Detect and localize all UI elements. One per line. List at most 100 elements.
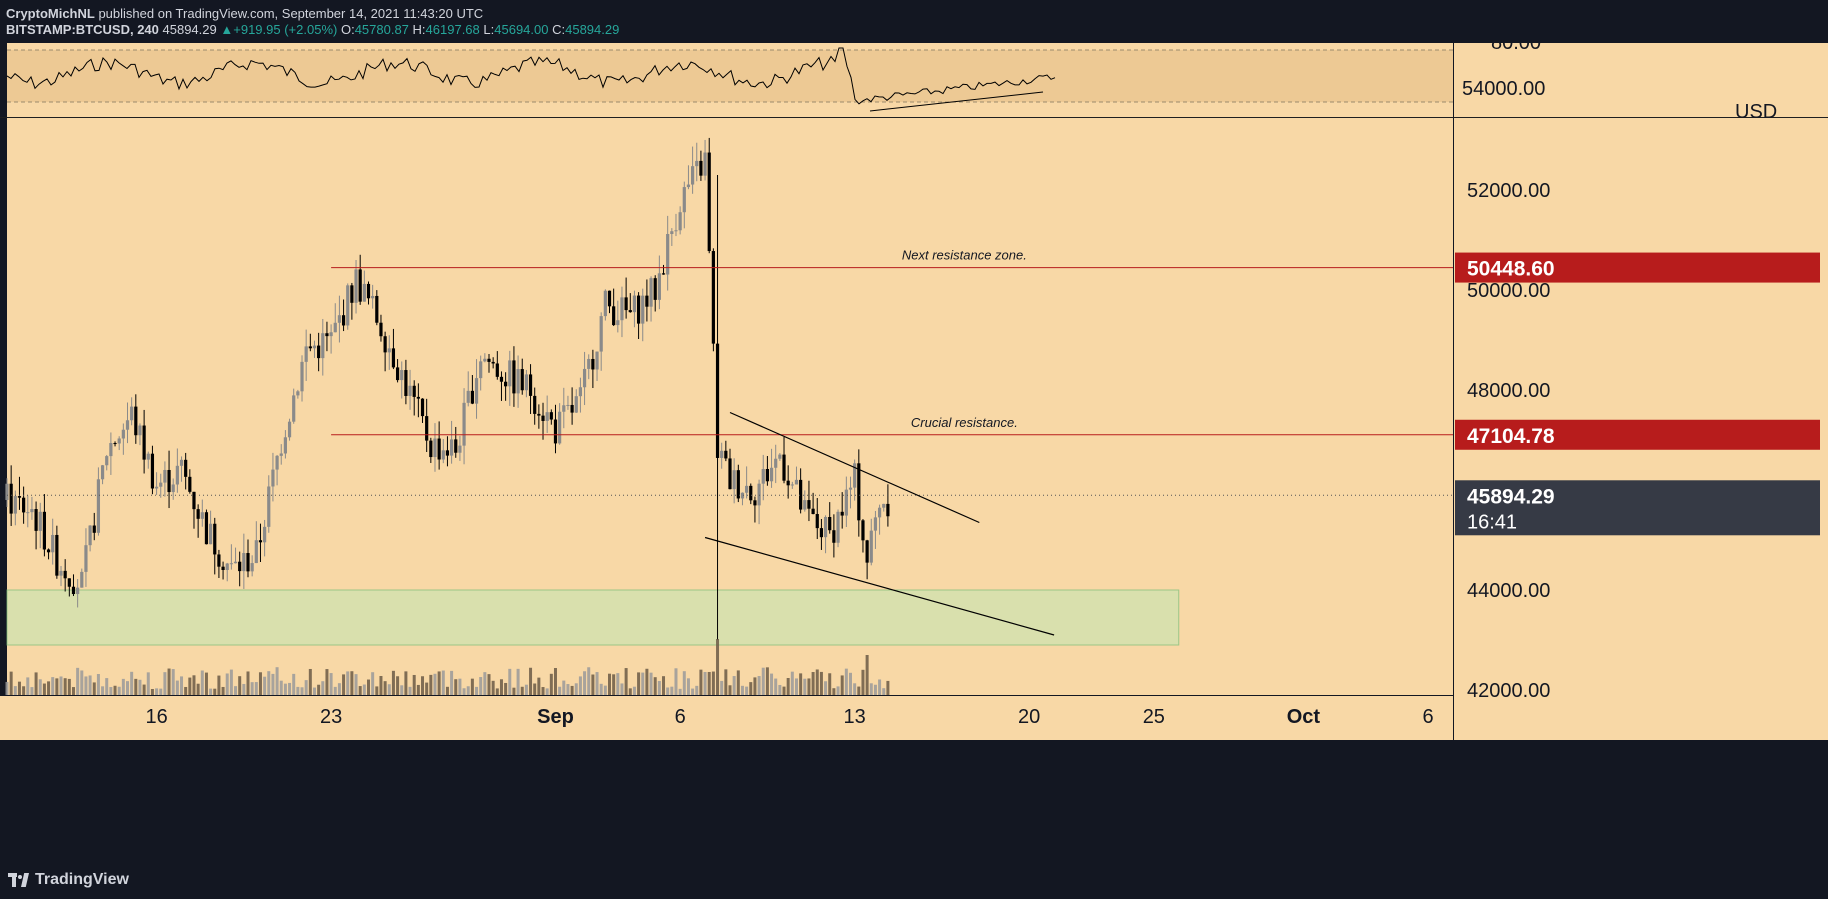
- low-value: 45694.00: [494, 22, 549, 37]
- volume-bar: [770, 673, 774, 695]
- volume-bar: [329, 673, 333, 695]
- candle-body: [350, 285, 354, 303]
- candle-body: [516, 369, 520, 394]
- candle-body: [134, 406, 138, 436]
- candle-body: [263, 526, 267, 543]
- volume-bar: [454, 679, 458, 695]
- candle-body: [724, 450, 728, 459]
- candle-body: [9, 483, 13, 514]
- volume-bar: [371, 672, 375, 695]
- candle-body: [17, 496, 22, 498]
- candle-body: [150, 453, 155, 489]
- volume-bar: [499, 679, 503, 695]
- volume-bar: [653, 677, 657, 695]
- candle-body: [591, 358, 595, 370]
- volume-bar: [832, 688, 836, 695]
- volume-bar: [786, 678, 790, 695]
- time-tick-label: 25: [1143, 706, 1165, 728]
- volume-bar: [101, 686, 105, 695]
- volume-bar: [254, 682, 258, 695]
- price-chart[interactable]: 80.00 42000.00 44000.00 48000.00 50000.00 520…: [0, 43, 1828, 862]
- candle-body: [699, 160, 703, 176]
- rsi-trendline: [869, 91, 1044, 112]
- volume-bar: [728, 685, 732, 695]
- candle-body: [707, 152, 711, 252]
- price-tick-label: 50000.00: [1467, 280, 1550, 302]
- volume-bar: [857, 686, 861, 695]
- candle-body: [454, 439, 458, 453]
- volume-bar: [121, 678, 125, 695]
- candle-body: [466, 390, 470, 403]
- candle-body: [366, 283, 371, 299]
- volume-bar: [649, 672, 653, 695]
- candle-body: [636, 295, 641, 324]
- candle-body: [238, 561, 242, 572]
- volume-bar: [662, 676, 666, 695]
- candle-body: [786, 480, 790, 486]
- candle-body: [59, 570, 63, 576]
- candle-body: [720, 450, 724, 458]
- volume-bar: [375, 686, 379, 695]
- candle-body: [728, 458, 732, 490]
- candle-body: [358, 269, 362, 302]
- volume-bar: [641, 672, 645, 695]
- candle-body: [574, 396, 578, 413]
- candle-body: [450, 439, 454, 456]
- candle-body: [5, 483, 9, 500]
- volume-bar: [163, 672, 167, 695]
- volume-bar: [421, 676, 425, 695]
- candle-body: [533, 395, 537, 414]
- volume-bar: [126, 681, 129, 695]
- volume-bar: [624, 668, 628, 695]
- candle-body: [799, 479, 803, 510]
- candle-body: [312, 345, 317, 349]
- volume-bar: [238, 676, 242, 695]
- volume-bar: [824, 681, 828, 695]
- candle-body: [528, 374, 533, 396]
- candle-body: [736, 470, 740, 499]
- candle-body: [217, 554, 221, 567]
- candle-body: [113, 443, 117, 445]
- volume-bar: [794, 678, 798, 695]
- author-name[interactable]: CryptoMichNL: [6, 6, 95, 21]
- candle-body: [42, 511, 46, 550]
- volume-bar: [778, 684, 782, 695]
- volume-bar: [155, 688, 159, 695]
- symbol-label[interactable]: BITSTAMP:BTCUSD, 240: [6, 22, 159, 37]
- volume-bar: [159, 688, 163, 695]
- volume-bar: [612, 674, 616, 695]
- volume-bar: [17, 681, 21, 695]
- price-tick-label: 48000.00: [1467, 380, 1550, 402]
- candle-body: [641, 295, 645, 324]
- volume-bar: [30, 687, 34, 695]
- volume-bar: [520, 686, 524, 695]
- volume-bar: [458, 678, 462, 695]
- volume-bar: [782, 686, 786, 695]
- volume-bar: [425, 682, 429, 695]
- volume-bar: [92, 682, 96, 695]
- candle-body: [479, 361, 483, 379]
- candle-body: [691, 166, 695, 185]
- time-tick-label: 23: [320, 706, 342, 728]
- close-value: 45894.29: [565, 22, 620, 37]
- candle-body: [420, 398, 425, 417]
- candle-body: [200, 512, 204, 519]
- volume-bar: [470, 678, 474, 695]
- volume-bar: [533, 683, 537, 695]
- volume-bar: [350, 671, 354, 695]
- currency-label: USD: [1735, 101, 1777, 123]
- candle-body: [445, 450, 450, 456]
- candle-body: [171, 484, 175, 493]
- candle-body: [491, 361, 495, 364]
- candle-body: [67, 578, 71, 587]
- candle-body: [146, 453, 150, 460]
- volume-bar: [487, 674, 491, 695]
- tradingview-logo[interactable]: TradingView: [8, 871, 129, 889]
- volume-bar: [404, 671, 408, 695]
- volume-bar: [811, 672, 815, 695]
- volume-bar: [362, 684, 366, 695]
- volume-bar: [844, 668, 848, 695]
- candle-body: [520, 369, 524, 391]
- volume-bar: [632, 686, 636, 695]
- candle-body: [425, 416, 429, 441]
